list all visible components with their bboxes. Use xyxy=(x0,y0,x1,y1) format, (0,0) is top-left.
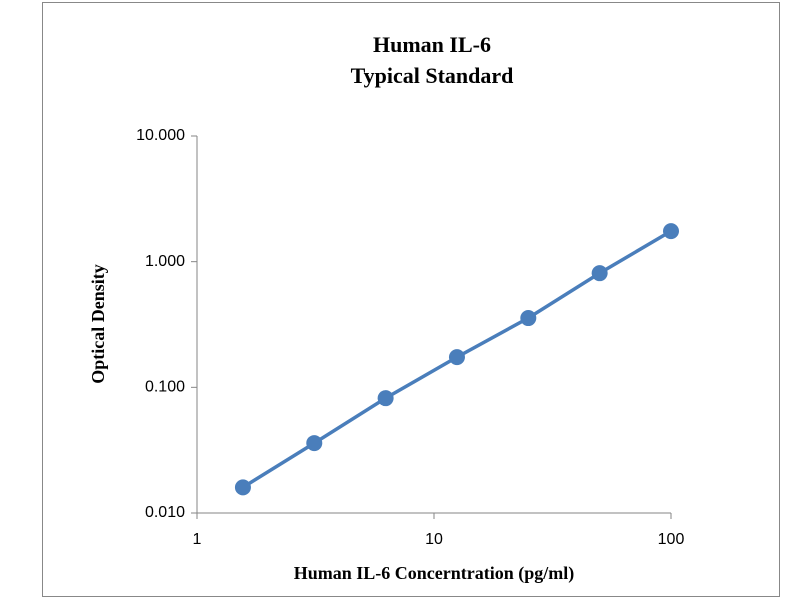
chart-subtitle: Typical Standard xyxy=(351,63,514,88)
data-point xyxy=(520,310,537,327)
data-point xyxy=(663,223,679,240)
y-tick-label: 0.100 xyxy=(145,379,185,396)
chart-frame xyxy=(42,2,780,597)
x-axis-label: Human IL-6 Concerntration (pg/ml) xyxy=(294,563,575,584)
chart-title: Human IL-6 xyxy=(373,32,491,57)
x-tick-label: 100 xyxy=(658,531,685,548)
data-point xyxy=(306,435,323,452)
data-point xyxy=(448,349,465,366)
data-point xyxy=(377,390,394,407)
y-tick-label: 1.000 xyxy=(145,253,185,270)
y-tick-label: 0.010 xyxy=(145,504,185,521)
x-tick-label: 10 xyxy=(425,531,443,548)
data-point xyxy=(234,479,251,496)
data-point xyxy=(591,265,608,282)
x-tick-label: 1 xyxy=(193,531,202,548)
y-tick-label: 10.000 xyxy=(136,127,185,144)
y-axis-label: Optical Density xyxy=(88,264,108,384)
